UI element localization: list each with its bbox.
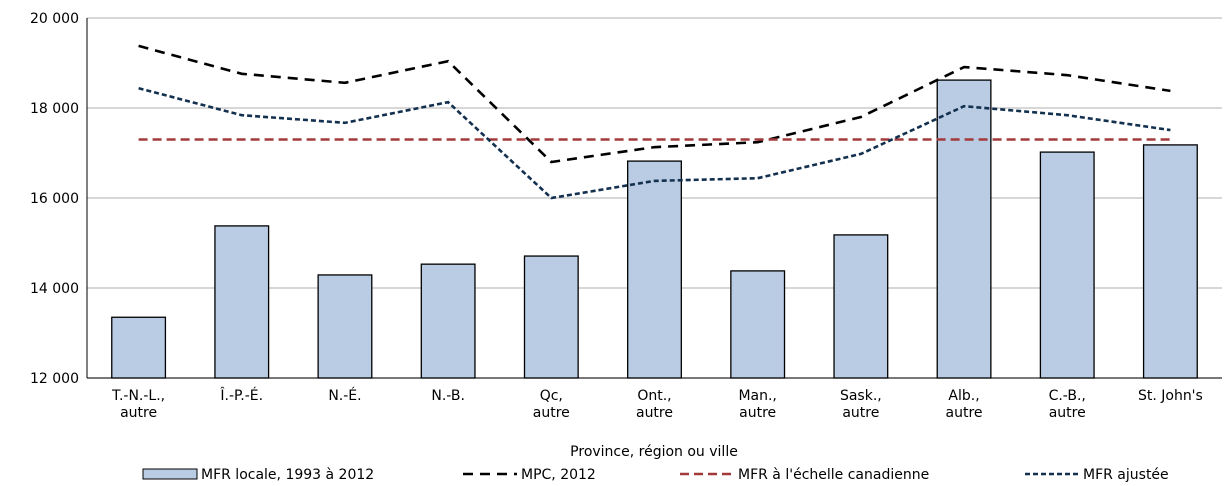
x-tick-label: N.-É. <box>328 387 361 404</box>
x-tick-line: autre <box>739 405 776 421</box>
y-tick-label: 20 000 <box>30 11 79 27</box>
x-tick-line: St. John's <box>1138 388 1203 404</box>
x-tick-label: St. John's <box>1138 388 1203 404</box>
x-tick-label: Alb., autre <box>946 388 983 421</box>
y-tick-label: 14 000 <box>30 281 79 297</box>
legend-label: MFR locale, 1993 à 2012 <box>201 467 374 483</box>
x-tick-line: Alb., <box>948 388 979 404</box>
x-tick-line: Î.-P.-É. <box>219 386 263 404</box>
legend-swatch <box>142 468 198 480</box>
x-tick-line: autre <box>533 405 570 421</box>
x-tick-label: Î.-P.-É. <box>219 386 263 404</box>
x-tick-line: autre <box>842 405 879 421</box>
legend-label: MFR ajustée <box>1083 467 1169 483</box>
bar <box>1142 144 1198 379</box>
x-tick-line: N.-É. <box>328 387 361 404</box>
x-tick-label: Sask., autre <box>840 388 882 421</box>
x-tick-label: T.-N.-L., autre <box>111 388 165 421</box>
bar <box>936 79 992 379</box>
bar <box>730 270 786 379</box>
line <box>138 44 1171 164</box>
x-tick-label: C.-B., autre <box>1049 388 1086 421</box>
x-tick-line: C.-B., <box>1049 388 1086 404</box>
x-tick-line: Sask., <box>840 388 882 404</box>
bar <box>317 274 373 379</box>
x-tick-line: Ont., <box>637 388 671 404</box>
x-tick-label: Qc, autre <box>533 388 570 421</box>
line <box>138 86 1171 200</box>
bar <box>214 225 270 379</box>
legend-label: MFR à l'échelle canadienne <box>738 467 929 483</box>
x-tick-line: autre <box>636 405 673 421</box>
bar <box>627 160 682 379</box>
y-tick-label: 12 000 <box>30 371 79 387</box>
bar <box>833 234 889 379</box>
x-tick-label: Ont., autre <box>636 388 673 421</box>
x-tick-line: autre <box>946 405 983 421</box>
bar <box>1039 151 1095 379</box>
y-tick-label: 18 000 <box>30 101 79 117</box>
bar <box>420 263 476 379</box>
x-tick-line: Man., <box>738 388 776 404</box>
x-tick-line: autre <box>120 405 157 421</box>
x-tick-line: Qc, <box>540 388 563 404</box>
x-tick-line: N.-B. <box>431 388 465 404</box>
bar <box>111 316 167 379</box>
bar <box>523 255 579 379</box>
y-tick-label: 16 000 <box>30 191 79 207</box>
legend-label: MPC, 2012 <box>521 467 596 483</box>
x-tick-line: T.-N.-L., <box>111 388 165 404</box>
x-tick-label: N.-B. <box>431 388 465 404</box>
x-axis-title: Province, région ou ville <box>570 444 738 460</box>
x-tick-line: autre <box>1049 405 1086 421</box>
x-tick-label: Man., autre <box>738 388 776 421</box>
